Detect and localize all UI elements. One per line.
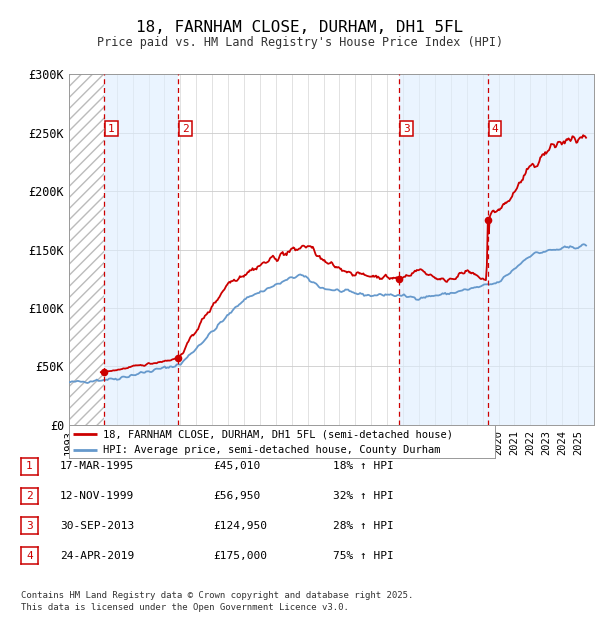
- Text: 3: 3: [403, 124, 410, 134]
- Text: £124,950: £124,950: [213, 521, 267, 531]
- Text: 4: 4: [26, 551, 33, 560]
- Bar: [104, 74, 178, 425]
- Text: 28% ↑ HPI: 28% ↑ HPI: [333, 521, 394, 531]
- Text: 1: 1: [108, 124, 115, 134]
- Text: 32% ↑ HPI: 32% ↑ HPI: [333, 491, 394, 501]
- Text: £175,000: £175,000: [213, 551, 267, 560]
- Text: 24-APR-2019: 24-APR-2019: [60, 551, 134, 560]
- Text: 17-MAR-1995: 17-MAR-1995: [60, 461, 134, 471]
- Text: £45,010: £45,010: [213, 461, 260, 471]
- Text: 30-SEP-2013: 30-SEP-2013: [60, 521, 134, 531]
- Text: Price paid vs. HM Land Registry's House Price Index (HPI): Price paid vs. HM Land Registry's House …: [97, 36, 503, 49]
- Text: 2: 2: [26, 491, 33, 501]
- Text: HPI: Average price, semi-detached house, County Durham: HPI: Average price, semi-detached house,…: [103, 445, 440, 456]
- Bar: [399, 74, 488, 425]
- Text: 18% ↑ HPI: 18% ↑ HPI: [333, 461, 394, 471]
- Text: 3: 3: [26, 521, 33, 531]
- Text: Contains HM Land Registry data © Crown copyright and database right 2025.
This d: Contains HM Land Registry data © Crown c…: [21, 591, 413, 612]
- Text: 18, FARNHAM CLOSE, DURHAM, DH1 5FL (semi-detached house): 18, FARNHAM CLOSE, DURHAM, DH1 5FL (semi…: [103, 429, 453, 439]
- Bar: [69, 74, 104, 425]
- Text: 1: 1: [26, 461, 33, 471]
- Text: 75% ↑ HPI: 75% ↑ HPI: [333, 551, 394, 560]
- Text: 2: 2: [182, 124, 189, 134]
- Text: 18, FARNHAM CLOSE, DURHAM, DH1 5FL: 18, FARNHAM CLOSE, DURHAM, DH1 5FL: [136, 20, 464, 35]
- Text: £56,950: £56,950: [213, 491, 260, 501]
- Text: 12-NOV-1999: 12-NOV-1999: [60, 491, 134, 501]
- Text: 4: 4: [492, 124, 499, 134]
- Bar: [488, 74, 594, 425]
